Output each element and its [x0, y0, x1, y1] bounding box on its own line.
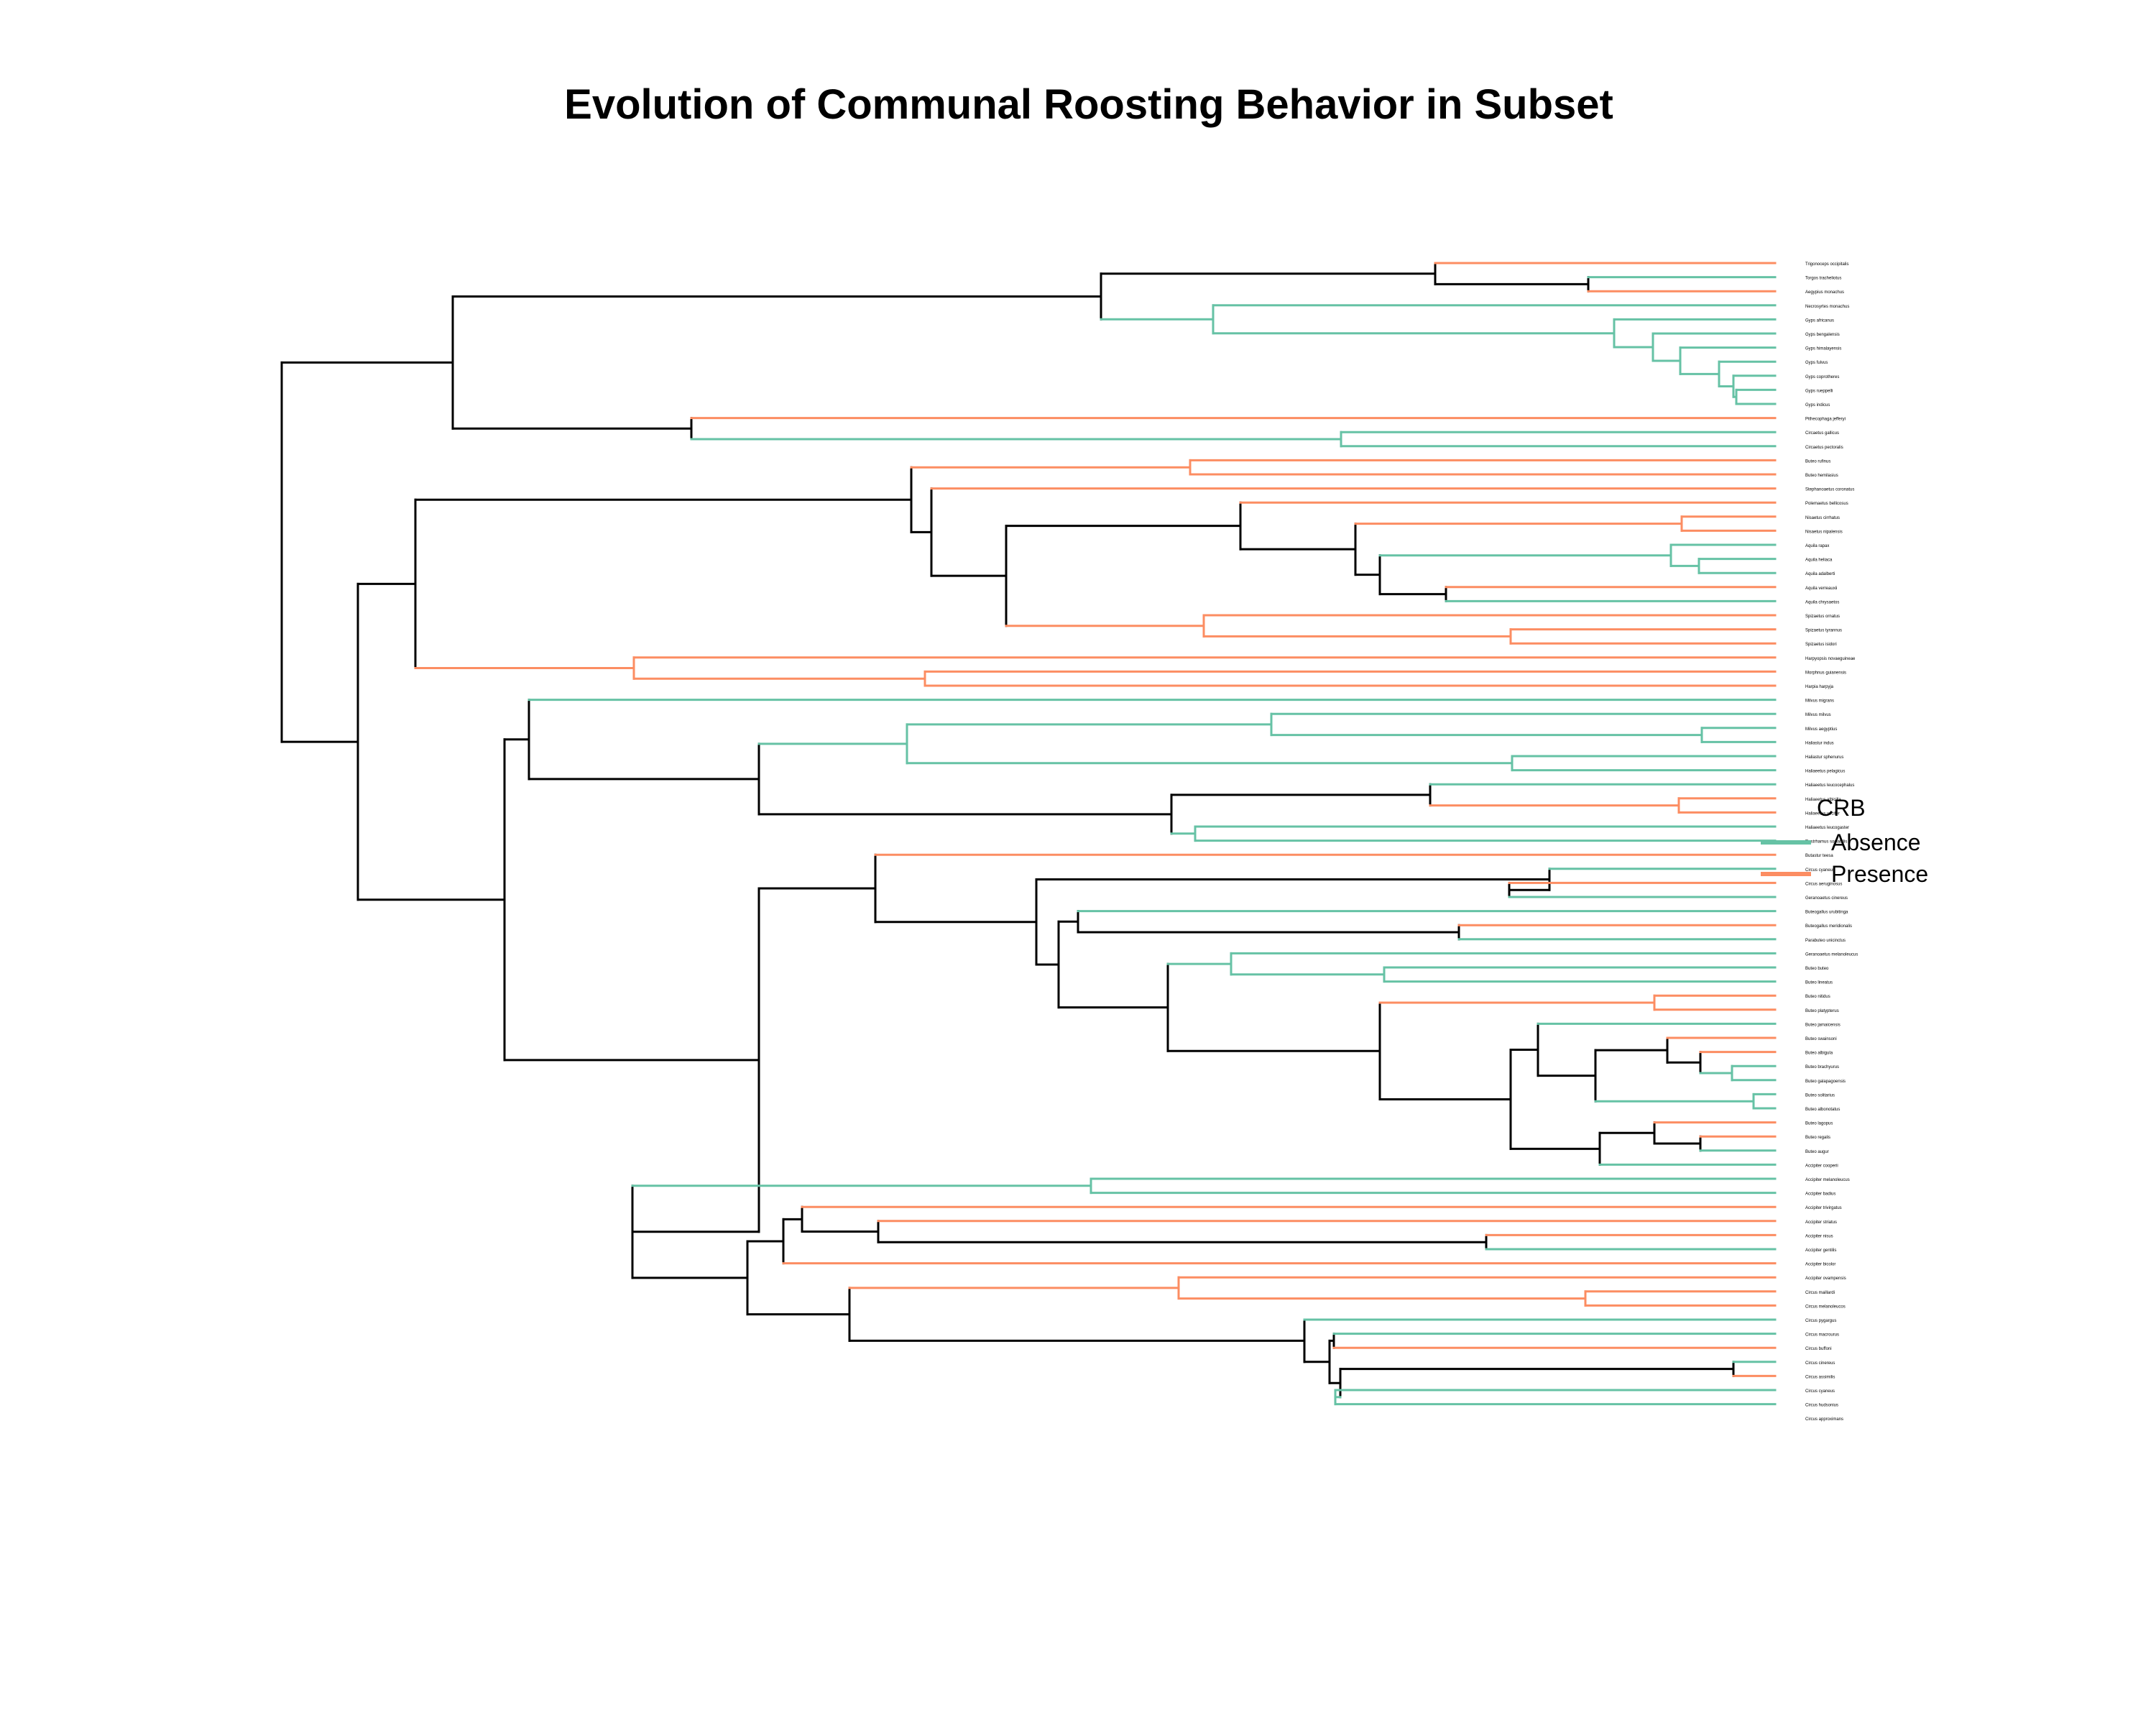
- tip-label: Circus cyaneus: [1805, 868, 1835, 873]
- tip-label: Accipiter trivirgatus: [1805, 1206, 1842, 1210]
- tip-label: Circus cinereus: [1805, 1361, 1835, 1366]
- tip-label: Buteo rufinus: [1805, 459, 1830, 464]
- tip-label: Circus approximans: [1805, 1417, 1843, 1422]
- tip-label: Parabuteo unicinctus: [1805, 939, 1846, 943]
- tip-label: Necrosyrtes monachus: [1805, 305, 1849, 309]
- legend-label-absence: Absence: [1831, 829, 1921, 855]
- tip-label: Spizaetus ornatus: [1805, 615, 1840, 619]
- tip-label: Circus pygargus: [1805, 1319, 1836, 1323]
- tip-label: Spizaetus tyrannus: [1805, 629, 1842, 633]
- tip-label: Buteo jamaicensis: [1805, 1023, 1841, 1027]
- tip-label: Milvus milvus: [1805, 713, 1831, 717]
- tip-label: Buteo albonotatus: [1805, 1108, 1840, 1112]
- tip-label: Accipiter badius: [1805, 1192, 1835, 1197]
- tip-label: Aegypius monachus: [1805, 290, 1844, 295]
- tip-label: Gyps indicus: [1805, 403, 1830, 408]
- tip-label: Geranoaetus melanoleucus: [1805, 952, 1858, 957]
- tip-label: Gyps bengalensis: [1805, 333, 1840, 337]
- tip-label: Circus maillardi: [1805, 1291, 1835, 1295]
- tip-label: Gyps coprotheres: [1805, 375, 1839, 380]
- legend: CRB Absence Presence: [1761, 795, 1928, 887]
- tip-label: Buteo hemilasius: [1805, 474, 1838, 478]
- tip-label: Stephanoaetus coronatus: [1805, 488, 1854, 492]
- tip-labels: Trigonoceps occipitalis Torgos tracheliot…: [1805, 262, 1858, 1422]
- tip-label: Nisaetus nipalensis: [1805, 530, 1843, 534]
- tip-label: Circaetus gallicus: [1805, 431, 1839, 436]
- tip-label: Gyps rueppelli: [1805, 389, 1833, 393]
- tip-label: Buteo albigula: [1805, 1052, 1833, 1056]
- tip-label: Accipiter ovampensis: [1805, 1276, 1846, 1281]
- tip-label: Circus cyaneus: [1805, 1389, 1835, 1394]
- tip-label: Aquila heliaca: [1805, 558, 1833, 563]
- tip-label: Morphnus guianensis: [1805, 671, 1846, 675]
- tip-label: Aquila rapax: [1805, 544, 1829, 548]
- tip-label: Haliaeetus leucogaster: [1805, 826, 1849, 830]
- tip-label: Buteogallus urubitinga: [1805, 911, 1848, 915]
- tip-label: Torgos tracheliotus: [1805, 277, 1841, 281]
- tip-label: Accipiter nisus: [1805, 1234, 1833, 1238]
- tip-label: Haliaeetus vocifer: [1805, 811, 1840, 816]
- tip-label: Buteo nitidus: [1805, 995, 1830, 999]
- tip-label: Trigonoceps occipitalis: [1805, 262, 1848, 267]
- chart-title: Evolution of Communal Roosting Behavior …: [564, 81, 1613, 128]
- tip-label: Rostrhamus sociabilis: [1805, 840, 1847, 845]
- tip-label: Spizaetus isidori: [1805, 643, 1837, 647]
- tip-label: Aquila verreauxii: [1805, 586, 1837, 591]
- tip-label: Accipiter cooperii: [1805, 1164, 1838, 1168]
- tip-label: Buteo buteo: [1805, 967, 1829, 971]
- tip-label: Aquila chrysaetos: [1805, 600, 1839, 604]
- tip-label: Haliaeetus albicilla: [1805, 798, 1841, 802]
- tip-label: Accipiter bicolor: [1805, 1263, 1835, 1267]
- tip-label: Buteo regalis: [1805, 1136, 1830, 1140]
- tree-branches: [280, 262, 1777, 1406]
- tip-label: Harpia harpyja: [1805, 685, 1834, 689]
- tip-label: Accipiter melanoleucus: [1805, 1178, 1850, 1182]
- tip-label: Circus melanoleucos: [1805, 1305, 1846, 1309]
- tip-label: Gyps africanus: [1805, 318, 1834, 323]
- tip-label: Nisaetus cirrhatus: [1805, 516, 1840, 520]
- tip-label: Buteo augur: [1805, 1150, 1829, 1154]
- tip-label: Butastur teesa: [1805, 854, 1833, 858]
- tip-label: Circus assimilis: [1805, 1375, 1835, 1379]
- tip-label: Circus macrourus: [1805, 1333, 1839, 1338]
- legend-title: CRB: [1817, 795, 1866, 821]
- tip-label: Buteo platypterus: [1805, 1009, 1839, 1013]
- tip-label: Circaetus pectoralis: [1805, 446, 1843, 450]
- tip-label: Polemaetus bellicosus: [1805, 502, 1848, 506]
- tip-label: Harpyopsis novaeguineae: [1805, 657, 1856, 661]
- tip-label: Accipiter striatus: [1805, 1220, 1837, 1225]
- tip-label: Haliastur sphenurus: [1805, 755, 1843, 760]
- tip-label: Pithecophaga jefferyi: [1805, 418, 1846, 422]
- tip-label: Gyps himalayensis: [1805, 347, 1841, 351]
- tip-label: Haliaeetus leucocephalus: [1805, 783, 1854, 788]
- tip-label: Buteo lagopus: [1805, 1122, 1833, 1126]
- tip-label: Buteo lineatus: [1805, 981, 1833, 985]
- tip-label: Milvus migrans: [1805, 699, 1834, 704]
- tip-label: Circus buffoni: [1805, 1347, 1832, 1351]
- tip-label: Buteo swainsoni: [1805, 1037, 1837, 1041]
- tip-label: Circus aeruginosus: [1805, 882, 1842, 886]
- legend-label-presence: Presence: [1831, 861, 1928, 887]
- tip-label: Milvus aegyptius: [1805, 727, 1837, 732]
- tip-label: Haliastur indus: [1805, 741, 1834, 745]
- tip-label: Haliaeetus pelagicus: [1805, 770, 1845, 774]
- tip-label: Aquila adalberti: [1805, 572, 1835, 576]
- tip-label: Accipiter gentilis: [1805, 1248, 1836, 1253]
- tip-label: Buteo galapagoensis: [1805, 1080, 1846, 1084]
- tip-label: Gyps fulvus: [1805, 361, 1828, 365]
- tip-label: Circus hudsonius: [1805, 1404, 1838, 1408]
- tip-label: Buteo brachyurus: [1805, 1065, 1839, 1070]
- tip-label: Buteogallus meridionalis: [1805, 924, 1852, 929]
- tip-label: Geranoaetus cinereus: [1805, 896, 1848, 901]
- tip-label: Buteo solitarius: [1805, 1093, 1835, 1098]
